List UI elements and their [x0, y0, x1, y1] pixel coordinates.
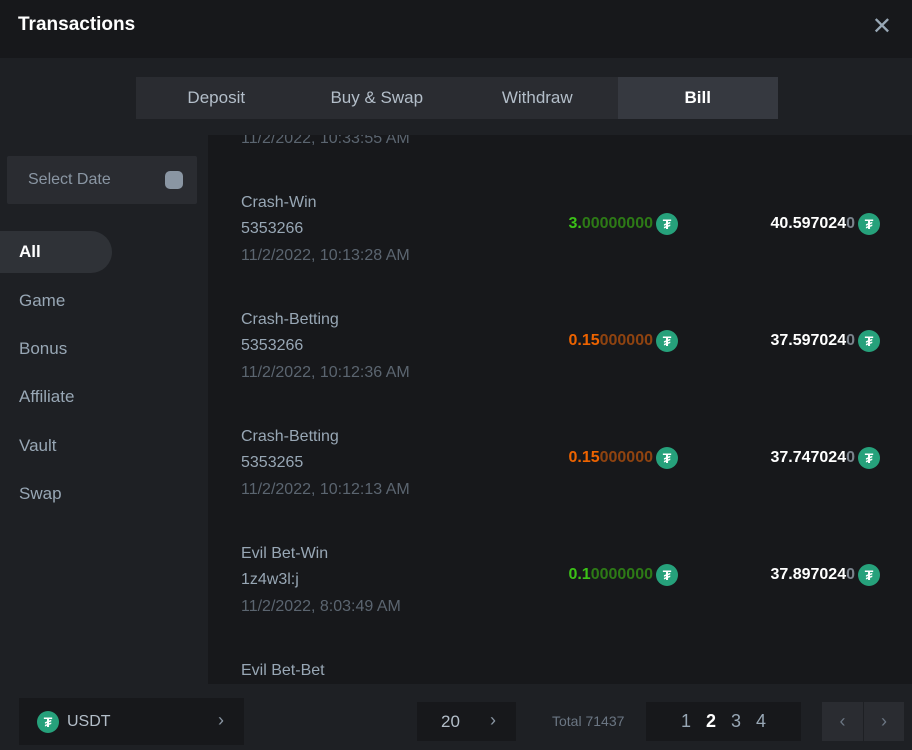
transaction-balance: 40.597024 0 ₮: [770, 213, 880, 235]
category-game[interactable]: Game: [19, 291, 66, 310]
balance-main: 37.597024: [770, 332, 847, 349]
page-3[interactable]: 3: [731, 711, 742, 731]
balance-main: 37.747024: [770, 449, 847, 466]
transaction-balance: 37.597024 0 ₮: [770, 330, 880, 352]
table-row: Crash-Betting 5353266 11/2/2022, 10:12:36…: [208, 311, 912, 428]
amount-dim: 000000: [599, 332, 653, 349]
page-size-value: 20: [441, 711, 460, 731]
amount-main: 3.: [568, 215, 582, 232]
tab-bar: Deposit Buy & Swap Withdraw Bill: [0, 58, 912, 135]
balance-dim: 0: [846, 215, 855, 232]
transaction-id: 1z4w3l:j: [241, 571, 299, 588]
tab-bill[interactable]: Bill: [617, 77, 778, 119]
transaction-time: 11/2/2022, 10:12:13 AM: [241, 481, 410, 498]
tab-withdraw[interactable]: Withdraw: [501, 88, 573, 107]
transaction-amount: 0.15 000000 ₮: [568, 447, 678, 469]
transaction-type: Crash-Betting: [241, 428, 339, 445]
usdt-icon: ₮: [858, 564, 880, 586]
usdt-icon: ₮: [858, 213, 880, 235]
category-affiliate[interactable]: Affiliate: [19, 387, 75, 406]
amount-main: 0.1: [568, 566, 591, 583]
footer: ₮ USDT › 20 › Total 71437 1 2 3 4 ‹ ›: [0, 684, 912, 750]
transaction-id: 5353266: [241, 220, 304, 237]
balance-main: 37.897024: [770, 566, 847, 583]
balance-dim: 0: [846, 449, 855, 466]
next-page-button[interactable]: ›: [863, 702, 904, 741]
usdt-icon: ₮: [656, 330, 678, 352]
sidebar: Select Date All Game Bonus Affiliate Vau…: [0, 135, 208, 684]
amount-main: 0.15: [568, 332, 600, 349]
currency-label: USDT: [67, 712, 111, 730]
usdt-icon: ₮: [37, 710, 59, 733]
chevron-right-icon: ›: [218, 710, 224, 730]
close-icon[interactable]: ✕: [871, 13, 892, 40]
transaction-id: 5353265: [241, 454, 304, 471]
amount-dim: 0000000: [590, 566, 653, 583]
transaction-amount: 0.1 0000000 ₮: [568, 564, 678, 586]
transaction-amount: 3. 00000000 ₮: [568, 213, 678, 235]
transaction-balance: 37.897024 0 ₮: [770, 564, 880, 586]
transaction-time: 11/2/2022, 8:03:49 AM: [241, 598, 401, 615]
page-4[interactable]: 4: [756, 711, 767, 731]
transaction-type: Crash-Betting: [241, 311, 339, 328]
usdt-icon: ₮: [858, 330, 880, 352]
table-row: Crash-Betting 5353265 11/2/2022, 10:12:13…: [208, 428, 912, 545]
usdt-icon: ₮: [656, 564, 678, 586]
partial-row-time: 11/2/2022, 10:33:55 AM: [241, 135, 410, 147]
tab-buy-swap[interactable]: Buy & Swap: [330, 88, 424, 107]
modal-title: Transactions: [18, 14, 136, 35]
amount-main: 0.15: [568, 449, 600, 466]
usdt-icon: ₮: [656, 213, 678, 235]
tab-deposit[interactable]: Deposit: [187, 88, 246, 107]
amount-dim: 00000000: [581, 215, 653, 232]
balance-dim: 0: [846, 332, 855, 349]
category-bonus[interactable]: Bonus: [19, 339, 68, 358]
balance-dim: 0: [846, 566, 855, 583]
transaction-type: Crash-Win: [241, 194, 317, 211]
pagination: 1 2 3 4: [646, 702, 801, 741]
calendar-icon: [165, 171, 183, 189]
usdt-icon: ₮: [656, 447, 678, 469]
currency-selector[interactable]: ₮ USDT ›: [19, 698, 244, 745]
transaction-type: Evil Bet-Win: [241, 545, 329, 562]
usdt-icon: ₮: [858, 447, 880, 469]
page-size-selector[interactable]: 20 ›: [417, 702, 516, 741]
transaction-time: 11/2/2022, 10:12:36 AM: [241, 364, 410, 381]
transaction-balance: 37.747024 0 ₮: [770, 447, 880, 469]
table-row: Evil Bet-Win 1z4w3l:j 11/2/2022, 8:03:49 …: [208, 545, 912, 662]
category-swap[interactable]: Swap: [19, 484, 62, 503]
modal-header: Transactions ✕: [0, 0, 912, 58]
amount-dim: 000000: [599, 449, 653, 466]
date-picker[interactable]: Select Date: [7, 156, 197, 204]
transaction-amount: 0.15 000000 ₮: [568, 330, 678, 352]
category-vault[interactable]: Vault: [19, 436, 57, 455]
table-row: Evil Bet-Bet: [208, 662, 912, 684]
transaction-type: Evil Bet-Bet: [241, 662, 325, 679]
transaction-id: 5353266: [241, 337, 304, 354]
total-count: Total 71437: [552, 713, 625, 729]
transaction-list[interactable]: 11/2/2022, 10:33:55 AM Crash-Win 5353266 …: [208, 135, 912, 684]
page-1[interactable]: 1: [680, 711, 691, 731]
prev-page-button[interactable]: ‹: [822, 702, 863, 741]
transaction-time: 11/2/2022, 10:13:28 AM: [241, 247, 410, 264]
category-all[interactable]: All: [0, 231, 112, 273]
table-row: Crash-Win 5353266 11/2/2022, 10:13:28 AM …: [208, 194, 912, 311]
chevron-right-icon: ›: [490, 710, 496, 730]
balance-main: 40.597024: [770, 215, 847, 232]
date-placeholder: Select Date: [28, 171, 111, 188]
page-2[interactable]: 2: [705, 711, 716, 731]
